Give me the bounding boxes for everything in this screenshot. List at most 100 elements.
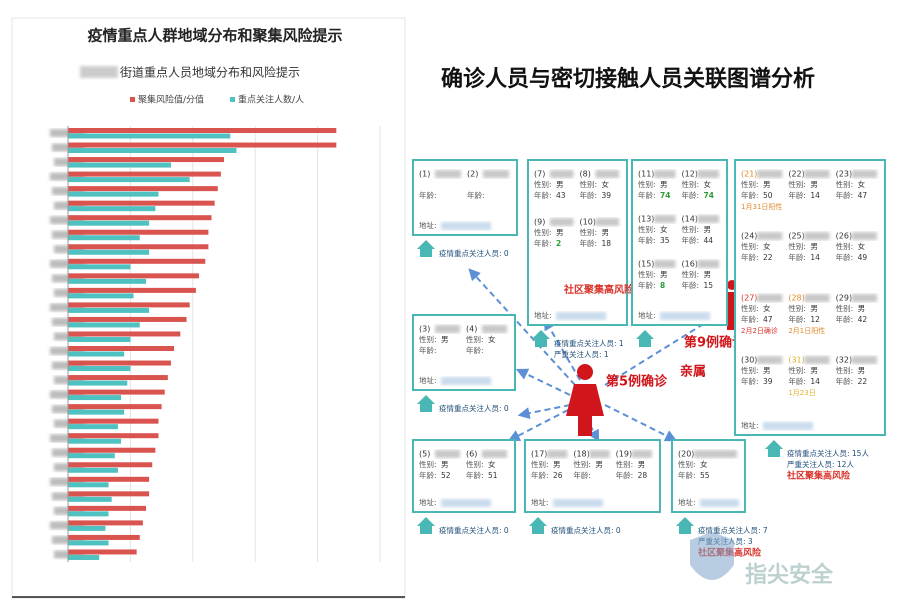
field-label: 性别: — [638, 224, 656, 234]
blurred-name — [595, 170, 619, 178]
case-label: 第5例确诊 — [606, 374, 668, 390]
gender: 男 — [704, 225, 712, 234]
field-label: 年龄: — [741, 190, 759, 200]
gender: 男 — [441, 460, 449, 469]
gender: 男 — [858, 366, 866, 375]
bar — [68, 157, 224, 163]
field-label: 年龄: — [788, 376, 806, 386]
field-label: 年龄: — [682, 280, 700, 290]
field-label: 年龄: — [788, 190, 806, 200]
bar — [68, 336, 131, 342]
field-label: 年龄: — [788, 252, 806, 262]
blurred-name — [851, 232, 877, 240]
bar — [68, 525, 106, 531]
field-label: 年龄: — [466, 345, 484, 355]
gender: 女 — [763, 303, 771, 313]
field-label: 年龄: — [580, 238, 598, 248]
blurred-name — [804, 356, 830, 364]
blurred-name — [550, 170, 574, 178]
field-label: 年龄: — [534, 190, 552, 200]
blurred-name — [757, 170, 783, 178]
field-label: 年龄: — [741, 314, 759, 324]
person-id: (27) — [741, 294, 757, 303]
person-id: (21) — [741, 170, 757, 179]
person-id: (22) — [788, 170, 804, 179]
field-label: 年龄: — [616, 470, 634, 480]
field-label: 年龄: — [741, 376, 759, 386]
bar — [68, 200, 215, 206]
bar — [68, 148, 237, 154]
group-box — [631, 159, 728, 326]
blurred-address — [700, 499, 739, 507]
field-label: 年龄: — [638, 235, 656, 245]
field-label: 性别: — [682, 224, 700, 234]
field-label: 年龄: — [419, 190, 437, 200]
field-label: 年龄: — [788, 314, 806, 324]
bar — [68, 491, 150, 497]
arrow — [517, 404, 571, 420]
gender: 男 — [763, 180, 771, 189]
age: 50 — [763, 191, 773, 200]
footer-text: 严重关注人员: 1 — [554, 349, 609, 359]
bar — [68, 128, 337, 133]
field-label: 年龄: — [638, 280, 656, 290]
house-icon — [765, 440, 783, 457]
bar — [68, 395, 122, 401]
field-label: 性别: — [466, 459, 484, 469]
blurred-name — [697, 170, 719, 178]
field-label: 性别: — [788, 303, 806, 313]
bar — [68, 264, 131, 270]
bar — [68, 447, 156, 453]
field-label: 地址: — [419, 220, 437, 230]
bar — [68, 346, 175, 351]
blurred-name — [851, 294, 877, 302]
footer-text: 疫情重点关注人员: 1 — [554, 338, 624, 348]
bar — [68, 496, 112, 502]
field-label: 性别: — [741, 303, 759, 313]
watermark-text: 指尖安全 — [745, 562, 834, 588]
footer-text: 疫情重点关注人员: 7 — [698, 525, 768, 535]
blurred-name — [757, 356, 783, 364]
person-id: (10) — [580, 218, 596, 227]
footer-text: 疫情重点关注人员: 0 — [439, 403, 509, 413]
person-id: (8) — [580, 170, 591, 179]
field-label: 地址: — [419, 497, 437, 507]
field-label: 性别: — [638, 269, 656, 279]
person-id: (2) — [467, 170, 478, 179]
field-label: 性别: — [580, 227, 598, 237]
age: 28 — [638, 471, 648, 480]
bar — [68, 554, 100, 560]
field-label: 地址: — [741, 420, 759, 430]
blurred-address — [556, 312, 606, 320]
field-label: 地址: — [678, 497, 696, 507]
legend-label: 重点关注人数/人 — [238, 94, 304, 106]
status-note: 1月23日 — [788, 389, 815, 397]
bar — [68, 229, 209, 235]
blurred-name — [435, 170, 461, 178]
risk-label: 社区聚集高风险 — [563, 283, 635, 296]
bar — [68, 307, 150, 313]
bar — [68, 142, 337, 148]
blurred-name — [631, 450, 652, 458]
bar — [68, 366, 131, 372]
bar — [68, 467, 118, 473]
bar — [68, 133, 231, 139]
field-label: 年龄: — [741, 252, 759, 262]
bar — [68, 322, 140, 328]
field-label: 年龄: — [682, 235, 700, 245]
legend-label: 聚集风险值/分值 — [138, 94, 204, 106]
gender: 女 — [704, 179, 712, 189]
bar — [68, 316, 187, 322]
age: 8 — [660, 281, 665, 290]
bar — [68, 171, 221, 177]
blurred-name — [435, 450, 460, 458]
blurred-address — [763, 422, 813, 430]
person-id: (19) — [616, 450, 632, 459]
age: 35 — [660, 236, 670, 245]
bar — [68, 404, 162, 410]
field-label: 地址: — [638, 310, 656, 320]
person-id: (12) — [682, 170, 698, 179]
blurred-name — [483, 170, 509, 178]
field-label: 性别: — [638, 179, 656, 189]
